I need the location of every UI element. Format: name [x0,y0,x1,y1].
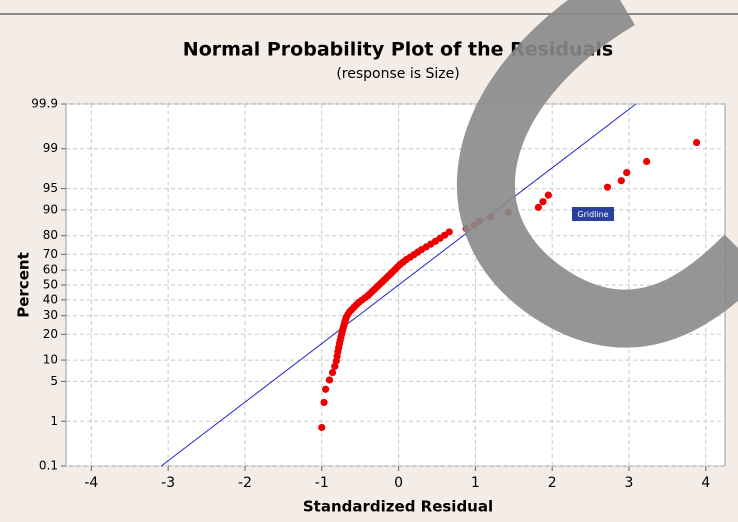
tooltip-text: Gridline [577,210,608,219]
y-tick-label: 90 [43,202,58,216]
point [544,191,552,199]
y-tick-label: 99.9 [31,97,58,111]
y-tick-label: 10 [43,353,58,367]
point [445,228,453,236]
point [617,177,625,185]
point [328,368,337,377]
marks [160,103,701,467]
x-tick-label: 1 [471,475,480,491]
y-tick-label: 40 [43,292,58,306]
overlay-arc [457,0,738,348]
y-tick-label: 20 [43,327,58,341]
y-axis-label: Percent [15,252,33,317]
y-tick-label: 5 [50,374,58,388]
x-tick-label: -1 [315,475,329,491]
x-tick-label: 0 [394,475,403,491]
point [318,423,326,432]
x-axis-label: Standardized Residual [303,498,493,516]
x-tick-label: 4 [701,475,710,491]
chart-subtitle: (response is Size) [336,66,459,82]
chart-title: Normal Probability Plot of the Residuals [183,39,613,61]
y-tick-label: 95 [43,181,58,195]
y-tick-label: 0.1 [39,459,58,473]
y-tick-label: 80 [43,228,58,242]
point [603,183,612,191]
y-tick-label: 60 [43,263,58,277]
x-tick-label: 2 [548,475,557,491]
y-tick-label: 50 [43,278,58,292]
point [539,198,547,206]
y-tick-label: 70 [43,247,58,261]
point [325,376,334,384]
point [643,157,651,166]
x-tick-label: -2 [238,475,252,491]
x-tick-label: -3 [161,475,175,491]
point [320,398,328,407]
fit-line [160,103,637,467]
tooltip-box [572,207,614,221]
y-tick-label: 30 [43,308,58,322]
point [623,169,631,177]
x-tick-label: -4 [84,475,98,491]
x-tick-label: 3 [625,475,634,491]
point [534,203,542,211]
point [331,362,339,370]
y-tick-label: 1 [50,414,58,428]
point [692,138,701,147]
point [322,385,330,393]
y-tick-label: 99 [43,141,58,155]
